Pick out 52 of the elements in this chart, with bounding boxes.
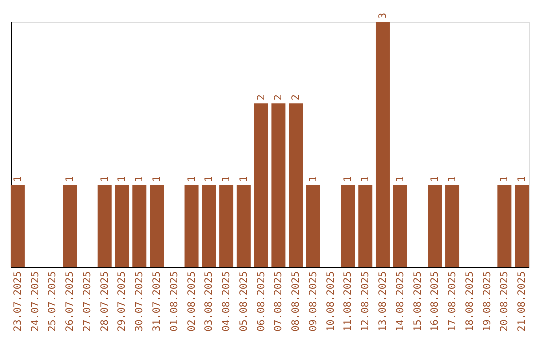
data-label: 1 <box>500 176 511 182</box>
x-tick-label: 30.07.2025 <box>134 272 146 332</box>
data-label: 1 <box>134 176 146 182</box>
data-label: 1 <box>343 176 354 182</box>
x-tick-label: 27.07.2025 <box>82 272 94 332</box>
x-tick-label: 12.08.2025 <box>360 272 372 332</box>
x-tick-label: 17.08.2025 <box>448 272 459 332</box>
data-label: 1 <box>100 176 111 182</box>
data-label: 3 <box>378 12 389 19</box>
data-label: 1 <box>204 176 216 182</box>
data-label: 1 <box>395 176 406 182</box>
x-tick-label: 11.08.2025 <box>343 272 354 332</box>
x-tick-label: 19.08.2025 <box>482 272 494 332</box>
data-label: 1 <box>12 176 24 182</box>
x-tick-label: 14.08.2025 <box>395 272 406 332</box>
x-tick-label: 26.07.2025 <box>65 272 76 332</box>
x-tick-label: 13.08.2025 <box>378 272 389 332</box>
x-tick-label: 10.08.2025 <box>326 272 337 332</box>
x-tick-label: 04.08.2025 <box>222 272 233 332</box>
x-tick-label: 16.08.2025 <box>430 272 442 332</box>
data-label: 1 <box>430 176 442 182</box>
x-tick-label: 08.08.2025 <box>291 272 302 332</box>
data-label: 1 <box>517 176 528 182</box>
x-tick-label: 21.08.2025 <box>517 272 528 332</box>
data-label: 1 <box>65 176 76 182</box>
x-tick-label: 01.08.2025 <box>169 272 180 332</box>
x-tick-label: 29.07.2025 <box>117 272 128 332</box>
data-label: 2 <box>274 94 285 101</box>
x-tick-label: 24.07.2025 <box>30 272 42 332</box>
x-tick-label: 07.08.2025 <box>274 272 285 332</box>
data-label: 2 <box>256 94 268 101</box>
x-tick-label: 23.07.2025 <box>12 272 24 332</box>
x-tick-label: 18.08.2025 <box>464 272 476 332</box>
data-label: 1 <box>360 176 372 182</box>
x-tick-label: 03.08.2025 <box>204 272 216 332</box>
x-tick-label: 20.08.2025 <box>500 272 511 332</box>
data-label: 1 <box>448 176 459 182</box>
data-label: 1 <box>222 176 233 182</box>
data-label: 1 <box>117 176 128 182</box>
x-tick-label: 09.08.2025 <box>308 272 320 332</box>
data-label: 2 <box>291 94 302 101</box>
x-tick-label: 25.07.2025 <box>48 272 59 332</box>
x-tick-label: 28.07.2025 <box>100 272 111 332</box>
data-label: 1 <box>238 176 250 182</box>
x-tick-label: 15.08.2025 <box>412 272 424 332</box>
x-tick-label: 02.08.2025 <box>186 272 198 332</box>
data-label: 1 <box>152 176 164 182</box>
data-label: 1 <box>186 176 198 182</box>
x-tick-label: 05.08.2025 <box>238 272 250 332</box>
data-label: 1 <box>308 176 320 182</box>
x-tick-label: 06.08.2025 <box>256 272 268 332</box>
x-tick-label: 31.07.2025 <box>152 272 164 332</box>
